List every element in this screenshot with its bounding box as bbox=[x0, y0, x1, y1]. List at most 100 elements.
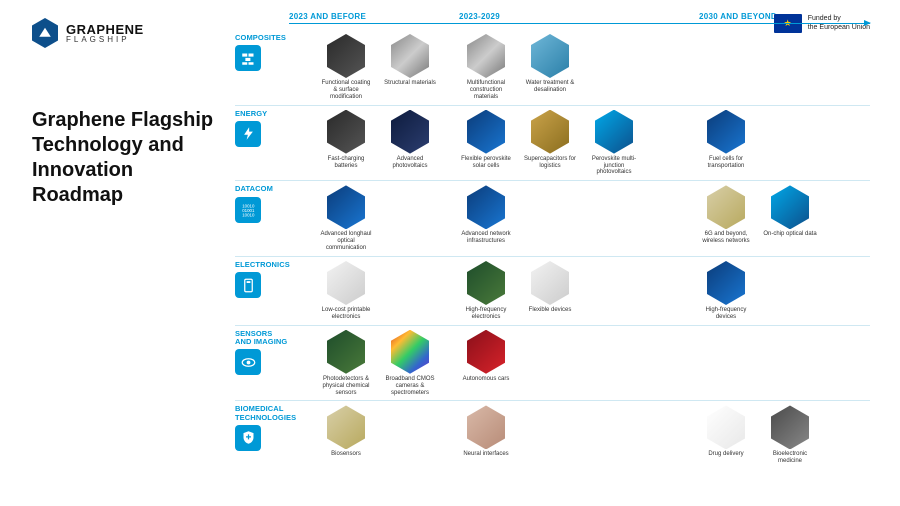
roadmap-item: Fuel cells for transportation bbox=[699, 110, 753, 177]
roadmap-item: Drug delivery bbox=[699, 405, 753, 465]
roadmap-item-label: Advanced longhaul optical communication bbox=[319, 231, 373, 252]
roadmap-item-label: Flexible perovskite solar cells bbox=[459, 156, 513, 170]
roadmap-item: High-frequency devices bbox=[699, 261, 753, 321]
timeline-col-label: 2023-2029 bbox=[459, 12, 699, 21]
roadmap-item: Perovskite multi-junction photovoltaics bbox=[587, 110, 641, 177]
roadmap-item-label: Water treatment & desalination bbox=[523, 80, 577, 94]
hex-icon bbox=[467, 261, 505, 305]
roadmap-item-label: On-chip optical data bbox=[763, 231, 816, 238]
category-row: DATACOM 100100100110010 Advanced longhaul … bbox=[235, 181, 870, 257]
roadmap-item: Water treatment & desalination bbox=[523, 34, 577, 101]
logo-hex-icon bbox=[32, 18, 58, 48]
roadmap-item: Advanced photovoltaics bbox=[383, 110, 437, 177]
hex-icon bbox=[391, 34, 429, 78]
roadmap-item: Flexible perovskite solar cells bbox=[459, 110, 513, 177]
hex-icon bbox=[327, 110, 365, 154]
roadmap-item: Broadband CMOS cameras & spectrometers bbox=[383, 330, 437, 397]
roadmap-item: On-chip optical data bbox=[763, 185, 817, 252]
hex-icon bbox=[707, 185, 745, 229]
hex-icon bbox=[327, 405, 365, 449]
roadmap-item-label: Biosensors bbox=[331, 451, 361, 458]
hex-icon bbox=[391, 330, 429, 374]
hex-icon bbox=[467, 405, 505, 449]
logo-text-2: FLAGSHIP bbox=[66, 36, 144, 44]
roadmap-item-label: Advanced network infrastructures bbox=[459, 231, 513, 245]
hex-icon bbox=[391, 110, 429, 154]
roadmap-item: Bioelectronic medicine bbox=[763, 405, 817, 465]
roadmap-item-label: Multifunctional construction materials bbox=[459, 80, 513, 101]
hex-icon bbox=[467, 110, 505, 154]
hex-icon bbox=[531, 110, 569, 154]
svg-text:10010: 10010 bbox=[242, 212, 255, 217]
logo-text-1: GRAPHENE bbox=[66, 23, 144, 36]
category-label: COMPOSITES bbox=[235, 34, 289, 42]
roadmap-item-label: Structural materials bbox=[384, 80, 436, 87]
page-title: Graphene Flagship Technology and Innovat… bbox=[32, 108, 235, 208]
roadmap-item-label: Neural interfaces bbox=[463, 451, 508, 458]
category-label: ELECTRONICS bbox=[235, 261, 289, 269]
category-row: SENSORS AND IMAGING Photodetectors & phys… bbox=[235, 326, 870, 402]
roadmap-item-label: Advanced photovoltaics bbox=[383, 156, 437, 170]
hex-icon bbox=[771, 185, 809, 229]
hex-icon bbox=[595, 110, 633, 154]
roadmap-item: Biosensors bbox=[319, 405, 373, 465]
roadmap-item-label: Flexible devices bbox=[529, 307, 572, 314]
category-label: SENSORS AND IMAGING bbox=[235, 330, 289, 347]
roadmap-item: Fast-charging batteries bbox=[319, 110, 373, 177]
hex-icon bbox=[707, 405, 745, 449]
category-row: BIOMEDICAL TECHNOLOGIESBiosensorsNeural … bbox=[235, 401, 870, 469]
hex-icon bbox=[707, 261, 745, 305]
binary-icon: 100100100110010 bbox=[235, 197, 261, 223]
hex-icon bbox=[531, 261, 569, 305]
hex-icon bbox=[467, 34, 505, 78]
roadmap-item-label: Bioelectronic medicine bbox=[763, 451, 817, 465]
roadmap-item: Autonomous cars bbox=[459, 330, 513, 397]
roadmap-item-label: Photodetectors & physical chemical senso… bbox=[319, 376, 373, 397]
roadmap-item: Advanced network infrastructures bbox=[459, 185, 513, 252]
roadmap-item: Structural materials bbox=[383, 34, 437, 101]
category-row: ENERGY Fast-charging batteries Advanced ph… bbox=[235, 106, 870, 182]
roadmap-item-label: Perovskite multi-junction photovoltaics bbox=[587, 156, 641, 177]
roadmap-item: Multifunctional construction materials bbox=[459, 34, 513, 101]
bolt-icon bbox=[235, 121, 261, 147]
roadmap-item: Functional coating & surface modificatio… bbox=[319, 34, 373, 101]
roadmap-item-label: Fuel cells for transportation bbox=[699, 156, 753, 170]
roadmap-item-label: Supercapacitors for logistics bbox=[523, 156, 577, 170]
eu-text-2: the European Union bbox=[808, 24, 870, 32]
roadmap-item-label: 6G and beyond, wireless networks bbox=[699, 231, 753, 245]
shield-icon bbox=[235, 425, 261, 451]
roadmap-item: Low-cost printable electronics bbox=[319, 261, 373, 321]
roadmap-item-label: Fast-charging batteries bbox=[319, 156, 373, 170]
category-label: ENERGY bbox=[235, 110, 289, 118]
roadmap-item: Photodetectors & physical chemical senso… bbox=[319, 330, 373, 397]
timeline-col-label: 2023 AND BEFORE bbox=[289, 12, 459, 21]
category-label: DATACOM bbox=[235, 185, 289, 193]
hex-icon bbox=[327, 261, 365, 305]
hex-icon bbox=[327, 34, 365, 78]
hex-icon bbox=[467, 185, 505, 229]
eye-icon bbox=[235, 349, 261, 375]
category-row: ELECTRONICS Low-cost printable electronic… bbox=[235, 257, 870, 326]
roadmap-item: High-frequency electronics bbox=[459, 261, 513, 321]
hex-icon bbox=[531, 34, 569, 78]
roadmap-item: Flexible devices bbox=[523, 261, 577, 321]
roadmap-item: 6G and beyond, wireless networks bbox=[699, 185, 753, 252]
hex-icon bbox=[327, 330, 365, 374]
graphene-logo: GRAPHENE FLAGSHIP bbox=[32, 18, 235, 48]
category-row: COMPOSITES Functional coating & surface m… bbox=[235, 30, 870, 106]
roadmap-item: Supercapacitors for logistics bbox=[523, 110, 577, 177]
hex-icon bbox=[327, 185, 365, 229]
device-icon bbox=[235, 272, 261, 298]
roadmap-item-label: Low-cost printable electronics bbox=[319, 307, 373, 321]
roadmap-item-label: High-frequency electronics bbox=[459, 307, 513, 321]
roadmap-item-label: Functional coating & surface modificatio… bbox=[319, 80, 373, 101]
roadmap-item-label: Drug delivery bbox=[708, 451, 743, 458]
roadmap-item-label: Autonomous cars bbox=[463, 376, 510, 383]
hex-icon bbox=[467, 330, 505, 374]
roadmap-item-label: Broadband CMOS cameras & spectrometers bbox=[383, 376, 437, 397]
roadmap-item-label: High-frequency devices bbox=[699, 307, 753, 321]
timeline-arrow-icon bbox=[289, 23, 870, 24]
hex-icon bbox=[771, 405, 809, 449]
roadmap-item: Advanced longhaul optical communication bbox=[319, 185, 373, 252]
bricks-icon bbox=[235, 45, 261, 71]
